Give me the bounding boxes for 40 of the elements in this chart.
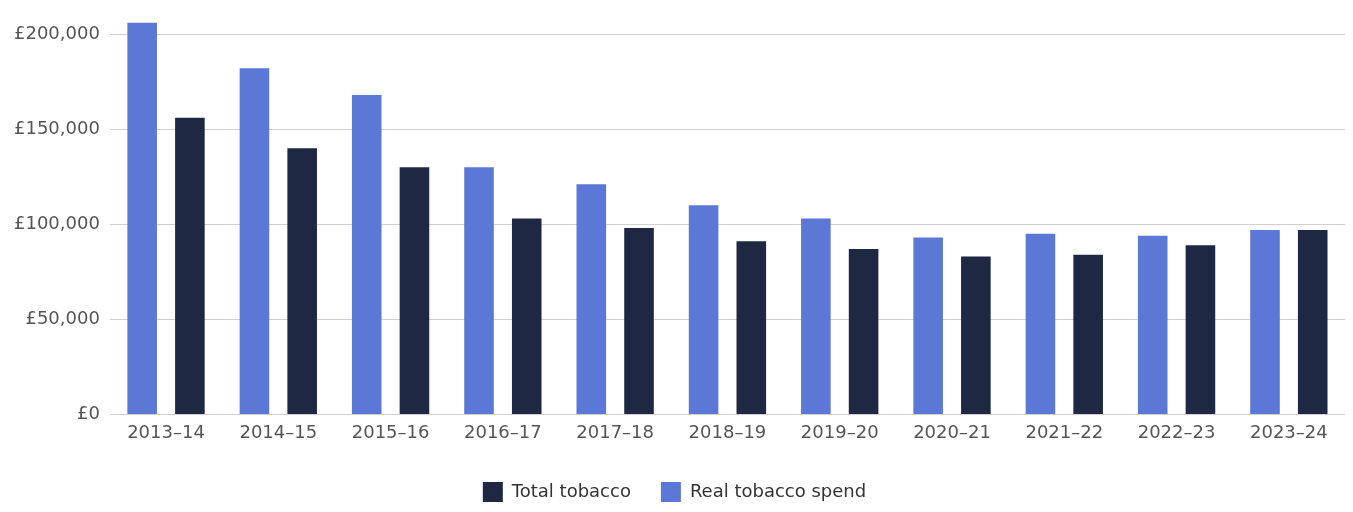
bar (688, 205, 719, 414)
x-tick-label: 2018–19 (688, 420, 767, 442)
x-tick-label: 2020–21 (913, 420, 991, 442)
y-tick-label: £100,000 (14, 211, 100, 233)
x-tick-label: 2023–24 (1250, 420, 1328, 442)
bar (848, 248, 879, 414)
y-tick-label: £0 (76, 402, 100, 424)
bar (1025, 233, 1056, 414)
x-tick-label: 2015–16 (351, 420, 430, 442)
bar (399, 167, 430, 414)
x-tick-label: 2013–14 (127, 420, 205, 442)
y-tick-label: £50,000 (25, 307, 100, 328)
bar (1297, 229, 1328, 414)
bar (175, 117, 205, 414)
x-tick-label: 2014–15 (239, 420, 318, 442)
legend-label: Total tobacco (510, 479, 631, 501)
bar (287, 148, 317, 414)
bar (1137, 235, 1168, 414)
legend-label: Real tobacco spend (689, 479, 867, 501)
bar (239, 68, 270, 414)
bar (1250, 229, 1280, 414)
y-tick-label: £200,000 (14, 21, 100, 43)
bar (624, 228, 654, 414)
bar (961, 256, 991, 414)
x-tick-label: 2019–20 (800, 420, 879, 442)
bar (351, 94, 382, 414)
x-tick-label: 2016–17 (464, 420, 542, 442)
bar (127, 22, 157, 414)
y-tick-label: £150,000 (14, 116, 100, 138)
bar (576, 184, 607, 414)
x-tick-label: 2021–22 (1025, 420, 1104, 442)
bar (736, 241, 767, 414)
bar (511, 218, 542, 414)
bar (1185, 245, 1216, 414)
bar (913, 237, 943, 414)
x-tick-label: 2017–18 (576, 420, 655, 442)
bar (801, 218, 831, 414)
x-tick-label: 2022–23 (1137, 420, 1216, 442)
bar (464, 167, 494, 414)
bar (1073, 254, 1103, 414)
